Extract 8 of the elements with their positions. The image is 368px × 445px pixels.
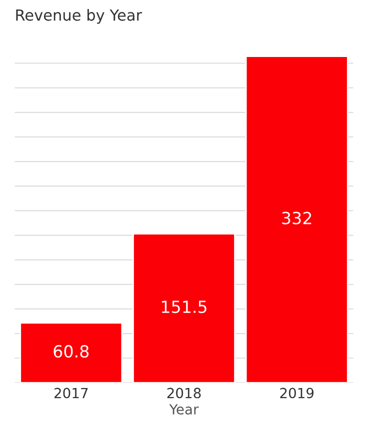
chart-title: Revenue by Year: [16, 8, 142, 24]
x-axis-title: Year: [169, 404, 199, 415]
x-tick-label: 2019: [280, 388, 314, 398]
data-label: 332: [282, 212, 312, 224]
data-label: 60.8: [54, 345, 89, 358]
x-tick-label: 2018: [167, 388, 201, 398]
x-tick-label: 2017: [54, 388, 88, 398]
data-label: 151.5: [162, 300, 206, 314]
